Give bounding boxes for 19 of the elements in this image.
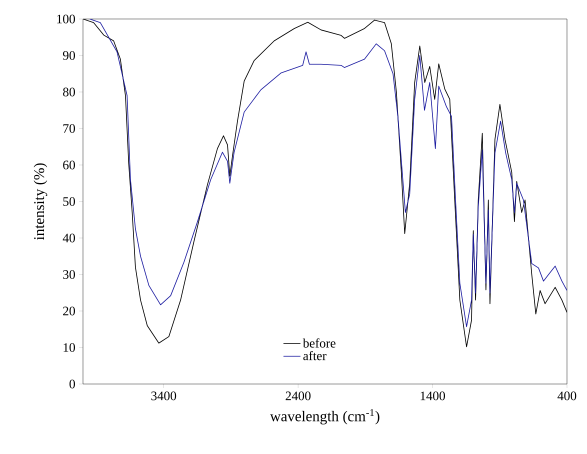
y-tick-label: 0: [70, 380, 75, 388]
y-tick-label: 20: [63, 306, 75, 316]
x-axis-title: wavelength (cm$^{-1}$): [270, 409, 380, 424]
y-tick-label: 40: [62, 234, 75, 242]
x-tick-label: 2400: [286, 392, 311, 400]
y-tick-label: 50: [63, 197, 75, 206]
y-tick-label: 90: [62, 51, 75, 60]
y-tick-label: 10: [64, 343, 75, 352]
y-axis-title: intensity (%): [34, 163, 48, 240]
x-tick-label: 400: [558, 392, 576, 400]
y-tick-label: 100: [57, 14, 75, 24]
legend-label: after: [303, 350, 326, 360]
y-tick-label: 80: [63, 88, 75, 96]
y-tick-label: 30: [63, 270, 75, 279]
legend-label: before: [302, 338, 336, 348]
x-tick-label: 3400: [151, 392, 176, 400]
y-tick-label: 70: [63, 124, 75, 133]
x-tick-label: 1400: [420, 392, 446, 400]
y-tick-label: 60: [63, 160, 75, 170]
